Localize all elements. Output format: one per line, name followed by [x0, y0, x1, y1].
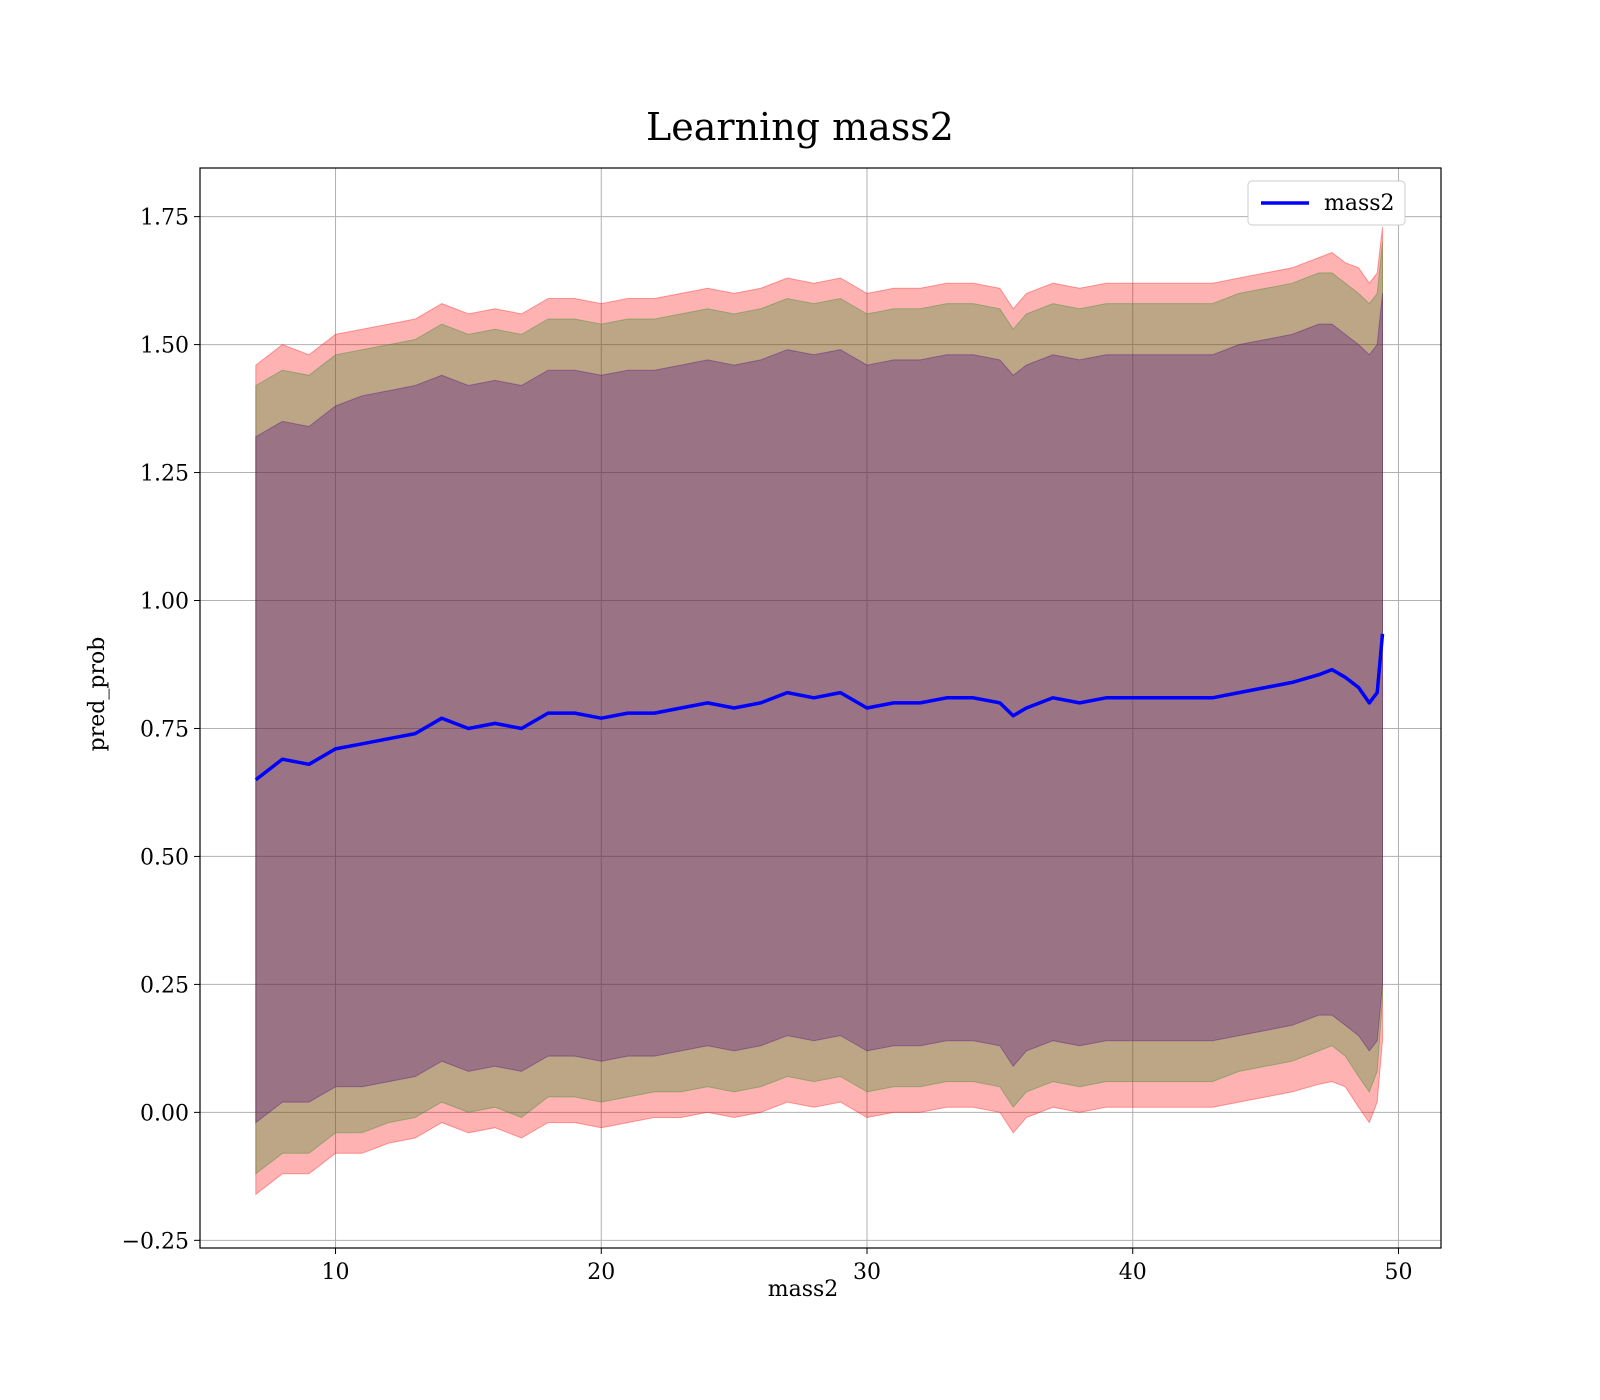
y-tick-label: 1.75 [140, 206, 189, 231]
grid [200, 168, 1441, 1248]
band-1 [255, 242, 1383, 1175]
x-tick-label: 30 [853, 1260, 881, 1285]
ticks: 10 20 30 40 50 −0.25 0.00 0.25 0.50 0.75 1.00 1.25 1… [122, 206, 1413, 1285]
legend: mass2 [1247, 180, 1406, 226]
y-tick-label: 1.50 [140, 334, 189, 359]
band-2 [255, 293, 1383, 1124]
bands [255, 226, 1383, 1196]
x-axis-label: mass2 [768, 1277, 839, 1302]
y-tick-label: 0.25 [140, 973, 189, 998]
y-tick-label: 1.25 [140, 462, 189, 487]
legend-label-mass2: mass2 [1324, 191, 1395, 216]
y-tick-label: 0.75 [140, 717, 189, 742]
chart-title: Learning mass2 [646, 105, 954, 149]
y-tick-label: 0.50 [140, 845, 189, 870]
y-tick-label: 1.00 [140, 590, 189, 615]
x-tick-label: 20 [587, 1260, 615, 1285]
x-tick-label: 10 [322, 1260, 350, 1285]
plot-frame [199, 167, 1442, 1249]
series-line-mass2 [254, 633, 1385, 782]
y-axis-label: pred_prob [85, 637, 110, 752]
band-0 [255, 226, 1383, 1196]
y-tick-label: 0.00 [140, 1101, 189, 1126]
y-tick-label: −0.25 [122, 1229, 189, 1254]
legend-box [1247, 180, 1406, 226]
x-tick-label: 40 [1119, 1260, 1147, 1285]
x-tick-label: 50 [1384, 1260, 1412, 1285]
series-lines [254, 633, 1385, 782]
